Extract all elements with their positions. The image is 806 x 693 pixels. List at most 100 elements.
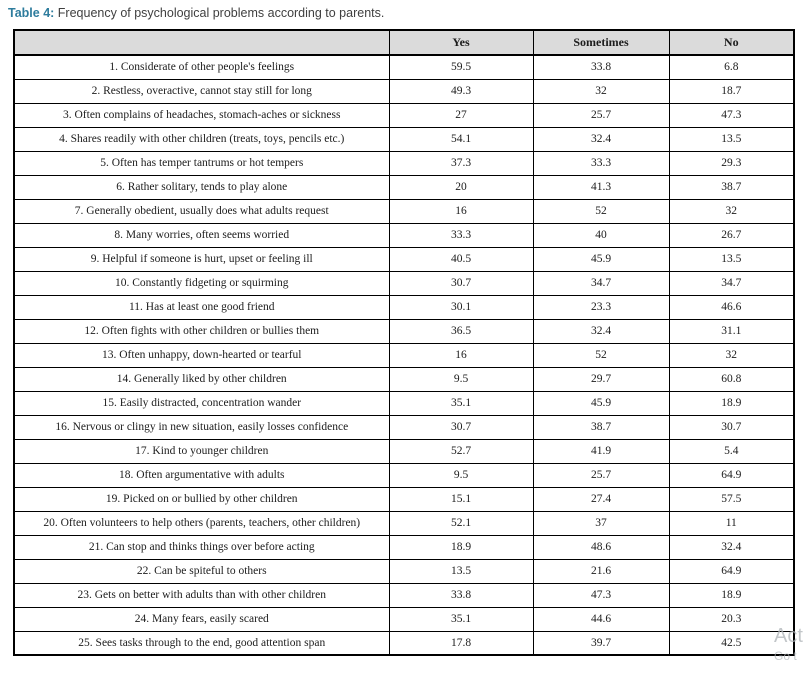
row-sometimes-cell: 32.4 bbox=[532, 318, 670, 344]
table-row: 8. Many worries, often seems worried 33.3… bbox=[13, 222, 795, 248]
row-sometimes-cell: 45.9 bbox=[532, 390, 670, 416]
row-problem-cell: 6. Rather solitary, tends to play alone bbox=[13, 174, 390, 200]
row-no-cell: 18.9 bbox=[668, 390, 795, 416]
table-row: 12. Often fights with other children or … bbox=[13, 318, 795, 344]
row-problem-cell: 8. Many worries, often seems worried bbox=[13, 222, 390, 248]
row-yes-cell: 37.3 bbox=[388, 150, 534, 176]
row-yes-cell: 35.1 bbox=[388, 606, 534, 632]
row-no-cell: 13.5 bbox=[668, 246, 795, 272]
row-yes-cell: 33.8 bbox=[388, 582, 534, 608]
row-no-cell: 60.8 bbox=[668, 366, 795, 392]
row-problem-cell: 22. Can be spiteful to others bbox=[13, 558, 390, 584]
row-sometimes-cell: 48.6 bbox=[532, 534, 670, 560]
row-problem-cell: 16. Nervous or clingy in new situation, … bbox=[13, 414, 390, 440]
row-yes-cell: 27 bbox=[388, 102, 534, 128]
row-yes-cell: 9.5 bbox=[388, 366, 534, 392]
row-yes-cell: 54.1 bbox=[388, 126, 534, 152]
row-yes-cell: 36.5 bbox=[388, 318, 534, 344]
table-caption-label: Table 4: bbox=[8, 6, 55, 20]
table-header-row: Yes Sometimes No bbox=[13, 29, 795, 56]
table-row: 16. Nervous or clingy in new situation, … bbox=[13, 414, 795, 440]
row-no-cell: 26.7 bbox=[668, 222, 795, 248]
row-sometimes-cell: 52 bbox=[532, 342, 670, 368]
table-row: 15. Easily distracted, concentration wan… bbox=[13, 390, 795, 416]
row-problem-cell: 24. Many fears, easily scared bbox=[13, 606, 390, 632]
row-no-cell: 32 bbox=[668, 342, 795, 368]
row-problem-cell: 14. Generally liked by other children bbox=[13, 366, 390, 392]
table-row: 20. Often volunteers to help others (par… bbox=[13, 510, 795, 536]
table-row: 10. Constantly fidgeting or squirming 30.… bbox=[13, 270, 795, 296]
row-sometimes-cell: 52 bbox=[532, 198, 670, 224]
row-problem-cell: 15. Easily distracted, concentration wan… bbox=[13, 390, 390, 416]
table-row: 14. Generally liked by other children 9.5… bbox=[13, 366, 795, 392]
row-yes-cell: 20 bbox=[388, 174, 534, 200]
row-yes-cell: 30.7 bbox=[388, 414, 534, 440]
row-no-cell: 46.6 bbox=[668, 294, 795, 320]
row-sometimes-cell: 41.9 bbox=[532, 438, 670, 464]
table-row: 13. Often unhappy, down-hearted or tearf… bbox=[13, 342, 795, 368]
row-problem-cell: 7. Generally obedient, usually does what… bbox=[13, 198, 390, 224]
row-sometimes-cell: 45.9 bbox=[532, 246, 670, 272]
row-no-cell: 34.7 bbox=[668, 270, 795, 296]
row-problem-cell: 19. Picked on or bullied by other childr… bbox=[13, 486, 390, 512]
table-row: 4. Shares readily with other children (t… bbox=[13, 126, 795, 152]
row-no-cell: 32.4 bbox=[668, 534, 795, 560]
table-row: 24. Many fears, easily scared 35.1 44.6 20.… bbox=[13, 606, 795, 632]
row-no-cell: 57.5 bbox=[668, 486, 795, 512]
row-yes-cell: 33.3 bbox=[388, 222, 534, 248]
row-no-cell: 32 bbox=[668, 198, 795, 224]
header-problem-cell bbox=[13, 29, 390, 56]
row-yes-cell: 40.5 bbox=[388, 246, 534, 272]
table-caption: Table 4: Frequency of psychological prob… bbox=[8, 6, 806, 21]
row-no-cell: 18.7 bbox=[668, 78, 795, 104]
row-sometimes-cell: 41.3 bbox=[532, 174, 670, 200]
row-sometimes-cell: 32 bbox=[532, 78, 670, 104]
row-sometimes-cell: 29.7 bbox=[532, 366, 670, 392]
row-problem-cell: 10. Constantly fidgeting or squirming bbox=[13, 270, 390, 296]
row-sometimes-cell: 27.4 bbox=[532, 486, 670, 512]
row-no-cell: 13.5 bbox=[668, 126, 795, 152]
row-sometimes-cell: 40 bbox=[532, 222, 670, 248]
row-yes-cell: 13.5 bbox=[388, 558, 534, 584]
row-yes-cell: 49.3 bbox=[388, 78, 534, 104]
row-yes-cell: 30.1 bbox=[388, 294, 534, 320]
row-sometimes-cell: 44.6 bbox=[532, 606, 670, 632]
row-sometimes-cell: 21.6 bbox=[532, 558, 670, 584]
row-no-cell: 42.5 bbox=[668, 630, 795, 656]
row-problem-cell: 13. Often unhappy, down-hearted or tearf… bbox=[13, 342, 390, 368]
table-row: 7. Generally obedient, usually does what… bbox=[13, 198, 795, 224]
row-problem-cell: 21. Can stop and thinks things over befo… bbox=[13, 534, 390, 560]
table-row: 11. Has at least one good friend 30.1 23.3… bbox=[13, 294, 795, 320]
row-problem-cell: 5. Often has temper tantrums or hot temp… bbox=[13, 150, 390, 176]
row-yes-cell: 59.5 bbox=[388, 54, 534, 80]
row-yes-cell: 35.1 bbox=[388, 390, 534, 416]
header-yes-cell: Yes bbox=[388, 29, 534, 56]
row-sometimes-cell: 32.4 bbox=[532, 126, 670, 152]
table-row: 5. Often has temper tantrums or hot temp… bbox=[13, 150, 795, 176]
row-no-cell: 31.1 bbox=[668, 318, 795, 344]
table-row: 9. Helpful if someone is hurt, upset or … bbox=[13, 246, 795, 272]
row-no-cell: 64.9 bbox=[668, 558, 795, 584]
row-problem-cell: 9. Helpful if someone is hurt, upset or … bbox=[13, 246, 390, 272]
row-no-cell: 29.3 bbox=[668, 150, 795, 176]
row-no-cell: 30.7 bbox=[668, 414, 795, 440]
row-problem-cell: 23. Gets on better with adults than with… bbox=[13, 582, 390, 608]
row-sometimes-cell: 39.7 bbox=[532, 630, 670, 656]
table-row: 2. Restless, overactive, cannot stay sti… bbox=[13, 78, 795, 104]
row-yes-cell: 16 bbox=[388, 198, 534, 224]
row-problem-cell: 12. Often fights with other children or … bbox=[13, 318, 390, 344]
row-problem-cell: 2. Restless, overactive, cannot stay sti… bbox=[13, 78, 390, 104]
row-problem-cell: 11. Has at least one good friend bbox=[13, 294, 390, 320]
row-sometimes-cell: 25.7 bbox=[532, 462, 670, 488]
row-sometimes-cell: 23.3 bbox=[532, 294, 670, 320]
row-sometimes-cell: 38.7 bbox=[532, 414, 670, 440]
row-yes-cell: 9.5 bbox=[388, 462, 534, 488]
row-no-cell: 18.9 bbox=[668, 582, 795, 608]
row-problem-cell: 17. Kind to younger children bbox=[13, 438, 390, 464]
row-no-cell: 47.3 bbox=[668, 102, 795, 128]
row-sometimes-cell: 33.3 bbox=[532, 150, 670, 176]
row-problem-cell: 20. Often volunteers to help others (par… bbox=[13, 510, 390, 536]
row-yes-cell: 18.9 bbox=[388, 534, 534, 560]
row-sometimes-cell: 34.7 bbox=[532, 270, 670, 296]
table-row: 6. Rather solitary, tends to play alone 2… bbox=[13, 174, 795, 200]
